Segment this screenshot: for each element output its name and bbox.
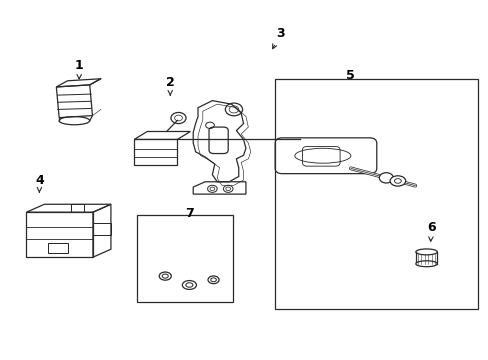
Bar xyxy=(137,215,232,302)
Text: 4: 4 xyxy=(35,174,44,192)
Bar xyxy=(274,80,477,309)
Ellipse shape xyxy=(379,173,392,183)
Text: 6: 6 xyxy=(426,221,435,241)
Text: 2: 2 xyxy=(165,76,174,95)
Ellipse shape xyxy=(207,276,219,284)
Text: 3: 3 xyxy=(272,27,284,49)
Text: 5: 5 xyxy=(345,69,354,82)
Ellipse shape xyxy=(182,280,196,289)
Ellipse shape xyxy=(389,176,405,186)
Ellipse shape xyxy=(415,261,436,267)
Ellipse shape xyxy=(159,272,171,280)
Text: 7: 7 xyxy=(184,207,193,220)
Text: 1: 1 xyxy=(75,59,83,79)
